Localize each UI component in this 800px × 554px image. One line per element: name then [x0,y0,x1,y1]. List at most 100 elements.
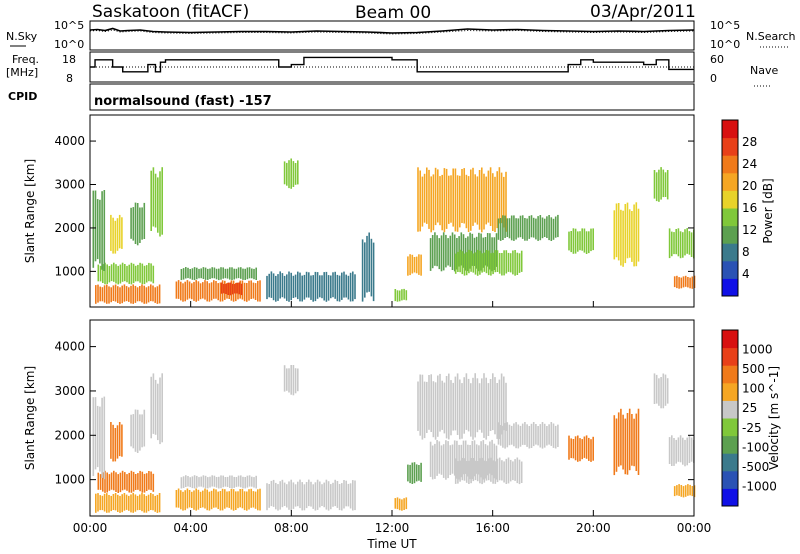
power-cell [660,167,662,200]
power-patch [361,232,375,302]
power-cell [277,274,279,301]
velocity-patch [180,475,257,489]
power-cell [228,282,230,299]
power-cell [617,203,620,261]
power-cell [481,253,483,273]
power-cell [222,267,224,279]
velocity-cell [252,491,255,508]
velocity-cell [491,439,493,476]
velocity-cell [403,498,405,510]
power-cell [275,275,277,302]
velocity-cell [150,471,152,491]
velocity-cell [148,471,150,490]
velocity-cell [132,471,135,492]
power-patch [180,267,257,281]
power-cell [465,174,468,229]
power-cell [197,281,200,301]
velocity-cell [405,497,408,510]
velocity-cell [682,486,685,498]
power-cell [185,267,187,279]
velocity-cell [106,472,108,493]
power-cell [349,272,352,302]
power-cell [321,275,323,299]
velocity-cell [250,488,252,508]
power-cell [676,275,678,289]
velocity-cell [454,376,457,431]
velocity-cell [421,374,424,440]
velocity-cell [139,494,141,510]
cpid-label: CPID [8,90,37,103]
power-cell [255,267,257,280]
power-cell [429,238,432,271]
velocity-cell [316,479,319,510]
noise-tick-low-right: 10^0 [710,38,740,51]
velocity-patch [130,409,146,453]
power-cell [283,275,286,299]
colorbar-cell [722,488,738,507]
power-cell [462,234,465,268]
velocity-cell [503,376,505,431]
velocity-cell [112,494,115,510]
velocity-patch [407,462,422,484]
power-cell [126,265,128,283]
velocity-cell [460,444,463,478]
power-cell [148,262,150,282]
power-cell [415,256,418,274]
power-cell [341,272,343,300]
velocity-cell [121,494,123,513]
power-cell [215,281,217,299]
velocity-cell [200,476,202,487]
power-cell [180,269,183,281]
power-cell [690,232,693,257]
power-cell [463,168,465,224]
velocity-cell [496,383,498,439]
power-cell [202,282,204,299]
velocity-cell [510,425,513,445]
velocity-cell [110,495,112,512]
power-cell [118,214,121,249]
power-cell [124,264,126,282]
power-cell [668,228,671,259]
power-cell [207,268,209,280]
velocity-cell [485,377,487,440]
power-cell [506,218,509,237]
ytick-label: 4000 [54,134,85,148]
velocity-cell [530,423,533,448]
velocity-cell [478,383,481,430]
velocity-patch [454,457,523,485]
velocity-cell [428,375,430,430]
power-cell [492,252,494,275]
station-title: Saskatoon (fitACF) [92,2,249,22]
velocity-cell [202,475,205,488]
velocity-cell [231,475,233,489]
velocity-cell [159,377,161,445]
power-patch [613,202,640,267]
power-cell [292,161,295,187]
power-cell [691,276,694,289]
velocity-patch [266,479,356,511]
velocity-data-patches [92,365,696,513]
velocity-cell [452,382,454,431]
velocity-cell [334,479,336,507]
power-cell [483,173,485,230]
power-cell [679,231,682,259]
power-cell [467,236,469,272]
velocity-cell [338,484,341,511]
power-cell [548,215,550,241]
velocity-cell [257,489,259,511]
power-cell [655,172,658,202]
power-cell [189,269,191,279]
velocity-cell [459,379,461,440]
velocity-cell [175,490,178,508]
velocity-cell [219,491,222,511]
power-cell [193,281,195,301]
power-cell [248,267,251,279]
power-cell [487,170,490,223]
velocity-cell [102,472,104,492]
velocity-cell [470,458,472,484]
velocity-cell [592,436,594,461]
velocity-cell [434,382,437,440]
velocity-cell [495,445,498,480]
xtick-label: 00:00 [677,521,712,535]
velocity-cell [224,489,226,509]
